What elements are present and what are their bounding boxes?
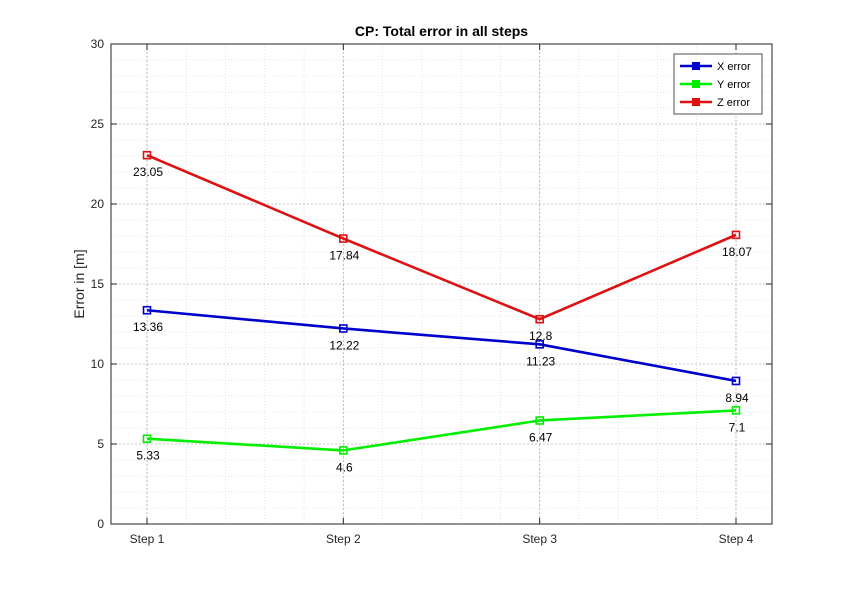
x-tick-label: Step 1 <box>130 532 165 546</box>
data-point-z-error <box>535 314 544 324</box>
series-layer: 13.36 12.22 11.23 8.94 5.33 4.6 6.47 7.1 23.05 17… <box>133 150 752 474</box>
x-tick-label: Step 2 <box>326 532 361 546</box>
legend-marker-y-error <box>692 80 700 88</box>
data-point-x-error <box>731 376 741 386</box>
data-label-z-error: 18.07 <box>722 245 752 259</box>
data-point-x-error <box>535 340 544 349</box>
data-label-x-error: 12.22 <box>329 338 359 352</box>
y-tick-label: 10 <box>91 357 105 371</box>
data-label-x-error: 11.23 <box>526 354 555 368</box>
y-tick-label: 0 <box>97 517 104 531</box>
y-tick-label: 20 <box>91 197 105 211</box>
data-label-y-error: 6.47 <box>529 430 553 444</box>
data-point-y-error <box>339 446 348 455</box>
data-point-x-error <box>142 305 152 315</box>
data-point-y-error <box>731 406 741 415</box>
data-point-x-error <box>339 324 348 333</box>
major-grid <box>111 44 772 524</box>
series-line-y-error <box>146 409 737 452</box>
legend-marker-z-error <box>692 98 700 106</box>
data-label-x-error: 13.36 <box>133 320 163 334</box>
data-point-z-error <box>731 230 741 240</box>
data-point-y-error <box>535 416 544 425</box>
y-tick-label: 25 <box>91 117 105 131</box>
legend-label-y-error: Y error <box>717 79 751 91</box>
x-tick-label: Step 4 <box>719 532 754 546</box>
y-tick-label: 15 <box>91 277 105 291</box>
series-line-z-error <box>146 154 737 321</box>
y-axis-ticks: 0 5 10 15 20 25 30 <box>91 37 772 531</box>
legend-label-z-error: Z error <box>717 97 750 109</box>
data-label-x-error: 8.94 <box>725 391 749 405</box>
y-tick-label: 5 <box>97 437 104 451</box>
data-point-y-error <box>142 434 152 444</box>
x-tick-label: Step 3 <box>522 532 557 546</box>
chart-title: CP: Total error in all steps <box>355 23 528 39</box>
legend-marker-x-error <box>692 62 700 70</box>
data-label-y-error: 7.1 <box>729 420 746 434</box>
legend-label-x-error: X error <box>717 61 751 73</box>
series-z-error: 23.05 17.84 12.8 18.07 <box>133 150 752 343</box>
data-point-z-error <box>142 150 152 160</box>
legend: X error Y error Z error <box>673 53 763 115</box>
data-point-z-error <box>339 234 348 243</box>
data-label-z-error: 12.8 <box>529 329 553 343</box>
series-line-x-error <box>146 308 737 383</box>
x-axis-ticks: Step 1 Step 2 Step 3 Step 4 <box>130 44 754 546</box>
series-x-error: 13.36 12.22 11.23 8.94 <box>133 305 749 405</box>
y-tick-label: 30 <box>91 37 105 51</box>
data-label-y-error: 5.33 <box>136 449 160 463</box>
data-label-z-error: 17.84 <box>329 249 359 263</box>
series-y-error: 5.33 4.6 6.47 7.1 <box>136 406 746 474</box>
data-label-y-error: 4.6 <box>336 460 353 474</box>
data-label-z-error: 23.05 <box>133 165 163 179</box>
y-axis-label: Error in [m] <box>71 249 87 318</box>
